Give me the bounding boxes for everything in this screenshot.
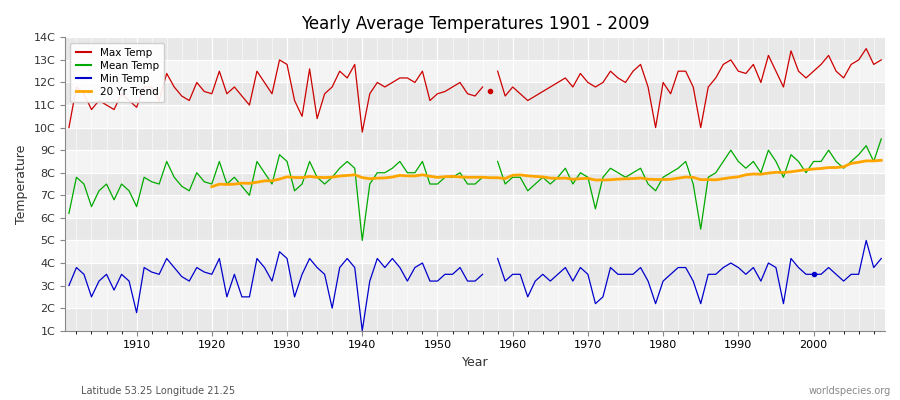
Bar	[65, 60, 885, 82]
Bar	[65, 286, 885, 308]
Legend: Max Temp, Mean Temp, Min Temp, 20 Yr Trend: Max Temp, Mean Temp, Min Temp, 20 Yr Tre…	[70, 42, 164, 102]
Y-axis label: Temperature: Temperature	[15, 144, 28, 224]
X-axis label: Year: Year	[462, 356, 489, 369]
Title: Yearly Average Temperatures 1901 - 2009: Yearly Average Temperatures 1901 - 2009	[301, 15, 649, 33]
Bar	[65, 128, 885, 150]
Text: worldspecies.org: worldspecies.org	[809, 386, 891, 396]
Bar	[65, 105, 885, 128]
Bar	[65, 308, 885, 331]
Bar	[65, 218, 885, 240]
Bar	[65, 195, 885, 218]
Bar	[65, 263, 885, 286]
Bar	[65, 240, 885, 263]
Bar	[65, 82, 885, 105]
Text: Latitude 53.25 Longitude 21.25: Latitude 53.25 Longitude 21.25	[81, 386, 235, 396]
Bar	[65, 173, 885, 195]
Bar	[65, 37, 885, 60]
Bar	[65, 150, 885, 173]
